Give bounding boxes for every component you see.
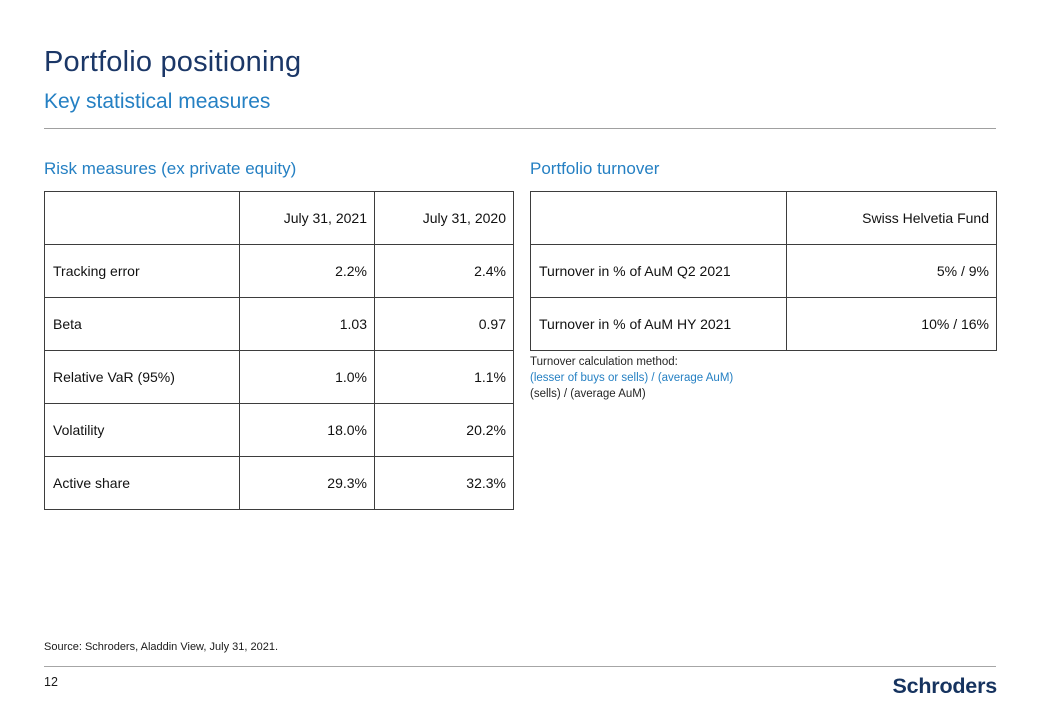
table-cell-value: 5% / 9% bbox=[786, 244, 997, 298]
table-cell-value: 29.3% bbox=[239, 456, 375, 510]
column-header: Swiss Helvetia Fund bbox=[786, 191, 997, 245]
risk-measures-table: July 31, 2021 July 31, 2020 Tracking err… bbox=[44, 191, 514, 510]
table-cell-value: 1.1% bbox=[374, 350, 514, 404]
schroders-logo: Schroders bbox=[892, 674, 997, 699]
table-cell-label: Volatility bbox=[44, 403, 240, 457]
note-line-blue: (lesser of buys or sells) / (average AuM… bbox=[530, 372, 734, 384]
table-cell-label bbox=[44, 191, 240, 245]
table-cell-value: 32.3% bbox=[374, 456, 514, 510]
table-header-row: Swiss Helvetia Fund bbox=[530, 191, 997, 245]
page-title: Portfolio positioning bbox=[44, 46, 302, 78]
table-row: Relative VaR (95%) 1.0% 1.1% bbox=[44, 350, 514, 404]
source-note: Source: Schroders, Aladdin View, July 31… bbox=[44, 641, 278, 653]
header-divider bbox=[44, 128, 996, 129]
table-cell-label: Turnover in % of AuM HY 2021 bbox=[530, 297, 787, 351]
portfolio-turnover-table: Swiss Helvetia Fund Turnover in % of AuM… bbox=[530, 191, 997, 351]
table-row: Turnover in % of AuM HY 2021 10% / 16% bbox=[530, 297, 997, 351]
note-line: (sells) / (average AuM) bbox=[530, 388, 646, 400]
logo-text: Schr bbox=[892, 674, 940, 698]
table-cell-label: Relative VaR (95%) bbox=[44, 350, 240, 404]
table-row: Volatility 18.0% 20.2% bbox=[44, 403, 514, 457]
table-cell-value: 20.2% bbox=[374, 403, 514, 457]
table-row: Turnover in % of AuM Q2 2021 5% / 9% bbox=[530, 244, 997, 298]
turnover-section-title: Portfolio turnover bbox=[530, 159, 660, 178]
table-cell-value: 2.2% bbox=[239, 244, 375, 298]
table-row: Beta 1.03 0.97 bbox=[44, 297, 514, 351]
note-line: Turnover calculation method: bbox=[530, 356, 678, 368]
column-header: July 31, 2020 bbox=[374, 191, 514, 245]
table-cell-value: 18.0% bbox=[239, 403, 375, 457]
table-cell-value: 0.97 bbox=[374, 297, 514, 351]
logo-notched-o: o bbox=[939, 674, 953, 698]
table-cell-value: 1.03 bbox=[239, 297, 375, 351]
page-subtitle: Key statistical measures bbox=[44, 90, 271, 113]
table-row: Active share 29.3% 32.3% bbox=[44, 456, 514, 510]
table-row: Tracking error 2.2% 2.4% bbox=[44, 244, 514, 298]
table-header-row: July 31, 2021 July 31, 2020 bbox=[44, 191, 514, 245]
table-cell-label: Tracking error bbox=[44, 244, 240, 298]
column-header: July 31, 2021 bbox=[239, 191, 375, 245]
turnover-calculation-note: Turnover calculation method: (lesser of … bbox=[530, 354, 733, 402]
table-cell-label bbox=[530, 191, 787, 245]
risk-section-title: Risk measures (ex private equity) bbox=[44, 159, 297, 178]
table-cell-label: Active share bbox=[44, 456, 240, 510]
table-cell-value: 10% / 16% bbox=[786, 297, 997, 351]
table-cell-label: Turnover in % of AuM Q2 2021 bbox=[530, 244, 787, 298]
footer-divider bbox=[44, 666, 996, 667]
table-cell-value: 2.4% bbox=[374, 244, 514, 298]
table-cell-label: Beta bbox=[44, 297, 240, 351]
logo-text: ders bbox=[952, 674, 997, 698]
table-cell-value: 1.0% bbox=[239, 350, 375, 404]
page-number: 12 bbox=[44, 675, 58, 689]
